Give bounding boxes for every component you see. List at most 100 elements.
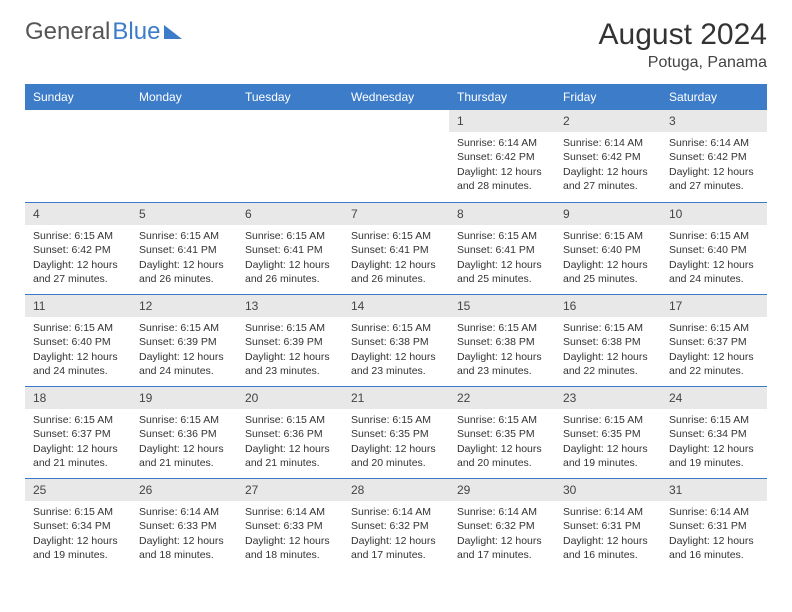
- daylight-text: Daylight: 12 hours and 17 minutes.: [351, 534, 441, 562]
- day-details: Sunrise: 6:14 AMSunset: 6:31 PMDaylight:…: [555, 501, 661, 568]
- daylight-text: Daylight: 12 hours and 21 minutes.: [33, 442, 123, 470]
- day-number: 26: [131, 478, 237, 501]
- day-details: Sunrise: 6:15 AMSunset: 6:41 PMDaylight:…: [131, 225, 237, 292]
- sunrise-text: Sunrise: 6:14 AM: [563, 136, 653, 150]
- day-details: Sunrise: 6:15 AMSunset: 6:38 PMDaylight:…: [555, 317, 661, 384]
- sunset-text: Sunset: 6:37 PM: [669, 335, 759, 349]
- day-details: Sunrise: 6:15 AMSunset: 6:39 PMDaylight:…: [131, 317, 237, 384]
- sunset-text: Sunset: 6:31 PM: [669, 519, 759, 533]
- sunrise-text: Sunrise: 6:15 AM: [351, 413, 441, 427]
- day-number: 4: [25, 202, 131, 225]
- calendar-week: 11Sunrise: 6:15 AMSunset: 6:40 PMDayligh…: [25, 294, 767, 386]
- day-number: 23: [555, 386, 661, 409]
- day-number: 3: [661, 110, 767, 132]
- sunrise-text: Sunrise: 6:15 AM: [33, 229, 123, 243]
- calendar-cell: 29Sunrise: 6:14 AMSunset: 6:32 PMDayligh…: [449, 478, 555, 570]
- sunset-text: Sunset: 6:34 PM: [669, 427, 759, 441]
- sunset-text: Sunset: 6:37 PM: [33, 427, 123, 441]
- sunset-text: Sunset: 6:36 PM: [245, 427, 335, 441]
- day-details: Sunrise: 6:15 AMSunset: 6:40 PMDaylight:…: [555, 225, 661, 292]
- location-text: Potuga, Panama: [599, 54, 767, 72]
- daylight-text: Daylight: 12 hours and 17 minutes.: [457, 534, 547, 562]
- daylight-text: Daylight: 12 hours and 24 minutes.: [33, 350, 123, 378]
- calendar-cell: [131, 110, 237, 202]
- calendar-cell: 9Sunrise: 6:15 AMSunset: 6:40 PMDaylight…: [555, 202, 661, 294]
- calendar-cell: 17Sunrise: 6:15 AMSunset: 6:37 PMDayligh…: [661, 294, 767, 386]
- day-number: 8: [449, 202, 555, 225]
- sunset-text: Sunset: 6:38 PM: [351, 335, 441, 349]
- day-header: Saturday: [661, 84, 767, 110]
- day-details: Sunrise: 6:15 AMSunset: 6:41 PMDaylight:…: [237, 225, 343, 292]
- calendar-cell: 24Sunrise: 6:15 AMSunset: 6:34 PMDayligh…: [661, 386, 767, 478]
- day-number: 12: [131, 294, 237, 317]
- calendar-cell: 14Sunrise: 6:15 AMSunset: 6:38 PMDayligh…: [343, 294, 449, 386]
- calendar-cell: 6Sunrise: 6:15 AMSunset: 6:41 PMDaylight…: [237, 202, 343, 294]
- sunrise-text: Sunrise: 6:15 AM: [351, 321, 441, 335]
- sunrise-text: Sunrise: 6:15 AM: [33, 505, 123, 519]
- sunrise-text: Sunrise: 6:15 AM: [669, 413, 759, 427]
- calendar-cell: 5Sunrise: 6:15 AMSunset: 6:41 PMDaylight…: [131, 202, 237, 294]
- sunset-text: Sunset: 6:41 PM: [245, 243, 335, 257]
- day-number: 28: [343, 478, 449, 501]
- day-number: 11: [25, 294, 131, 317]
- sunset-text: Sunset: 6:32 PM: [351, 519, 441, 533]
- daylight-text: Daylight: 12 hours and 23 minutes.: [457, 350, 547, 378]
- calendar-cell: 30Sunrise: 6:14 AMSunset: 6:31 PMDayligh…: [555, 478, 661, 570]
- day-number: 2: [555, 110, 661, 132]
- sunrise-text: Sunrise: 6:15 AM: [563, 321, 653, 335]
- daylight-text: Daylight: 12 hours and 27 minutes.: [669, 165, 759, 193]
- daylight-text: Daylight: 12 hours and 18 minutes.: [139, 534, 229, 562]
- day-number: 25: [25, 478, 131, 501]
- sunset-text: Sunset: 6:41 PM: [351, 243, 441, 257]
- sunrise-text: Sunrise: 6:14 AM: [351, 505, 441, 519]
- day-number: 7: [343, 202, 449, 225]
- calendar-cell: 8Sunrise: 6:15 AMSunset: 6:41 PMDaylight…: [449, 202, 555, 294]
- day-details: Sunrise: 6:15 AMSunset: 6:40 PMDaylight:…: [25, 317, 131, 384]
- day-number: 29: [449, 478, 555, 501]
- day-details: Sunrise: 6:15 AMSunset: 6:38 PMDaylight:…: [343, 317, 449, 384]
- sunrise-text: Sunrise: 6:15 AM: [245, 413, 335, 427]
- day-number: 24: [661, 386, 767, 409]
- sunrise-text: Sunrise: 6:15 AM: [563, 229, 653, 243]
- sunset-text: Sunset: 6:35 PM: [351, 427, 441, 441]
- day-details: Sunrise: 6:14 AMSunset: 6:31 PMDaylight:…: [661, 501, 767, 568]
- daylight-text: Daylight: 12 hours and 21 minutes.: [139, 442, 229, 470]
- daylight-text: Daylight: 12 hours and 24 minutes.: [669, 258, 759, 286]
- calendar-cell: 23Sunrise: 6:15 AMSunset: 6:35 PMDayligh…: [555, 386, 661, 478]
- sunset-text: Sunset: 6:39 PM: [245, 335, 335, 349]
- sunrise-text: Sunrise: 6:14 AM: [245, 505, 335, 519]
- day-number: 31: [661, 478, 767, 501]
- calendar-cell: 15Sunrise: 6:15 AMSunset: 6:38 PMDayligh…: [449, 294, 555, 386]
- day-header: Tuesday: [237, 84, 343, 110]
- day-header: Sunday: [25, 84, 131, 110]
- calendar-cell: 10Sunrise: 6:15 AMSunset: 6:40 PMDayligh…: [661, 202, 767, 294]
- daylight-text: Daylight: 12 hours and 18 minutes.: [245, 534, 335, 562]
- calendar-cell: 31Sunrise: 6:14 AMSunset: 6:31 PMDayligh…: [661, 478, 767, 570]
- sunrise-text: Sunrise: 6:15 AM: [563, 413, 653, 427]
- sunrise-text: Sunrise: 6:14 AM: [457, 505, 547, 519]
- sunset-text: Sunset: 6:42 PM: [669, 150, 759, 164]
- sunset-text: Sunset: 6:33 PM: [139, 519, 229, 533]
- daylight-text: Daylight: 12 hours and 27 minutes.: [563, 165, 653, 193]
- sunset-text: Sunset: 6:39 PM: [139, 335, 229, 349]
- daylight-text: Daylight: 12 hours and 19 minutes.: [563, 442, 653, 470]
- sunrise-text: Sunrise: 6:14 AM: [669, 505, 759, 519]
- calendar-cell: [343, 110, 449, 202]
- day-number: 10: [661, 202, 767, 225]
- sunrise-text: Sunrise: 6:15 AM: [139, 413, 229, 427]
- sunrise-text: Sunrise: 6:14 AM: [563, 505, 653, 519]
- calendar-cell: 26Sunrise: 6:14 AMSunset: 6:33 PMDayligh…: [131, 478, 237, 570]
- sunset-text: Sunset: 6:40 PM: [669, 243, 759, 257]
- title-block: August 2024 Potuga, Panama: [599, 18, 767, 72]
- day-details: Sunrise: 6:15 AMSunset: 6:40 PMDaylight:…: [661, 225, 767, 292]
- daylight-text: Daylight: 12 hours and 20 minutes.: [351, 442, 441, 470]
- sunset-text: Sunset: 6:35 PM: [457, 427, 547, 441]
- sunset-text: Sunset: 6:40 PM: [33, 335, 123, 349]
- calendar-cell: [237, 110, 343, 202]
- calendar-cell: 21Sunrise: 6:15 AMSunset: 6:35 PMDayligh…: [343, 386, 449, 478]
- daylight-text: Daylight: 12 hours and 23 minutes.: [245, 350, 335, 378]
- sunset-text: Sunset: 6:38 PM: [457, 335, 547, 349]
- day-details: Sunrise: 6:14 AMSunset: 6:33 PMDaylight:…: [131, 501, 237, 568]
- page-header: GeneralBlue August 2024 Potuga, Panama: [25, 18, 767, 72]
- day-details: Sunrise: 6:15 AMSunset: 6:38 PMDaylight:…: [449, 317, 555, 384]
